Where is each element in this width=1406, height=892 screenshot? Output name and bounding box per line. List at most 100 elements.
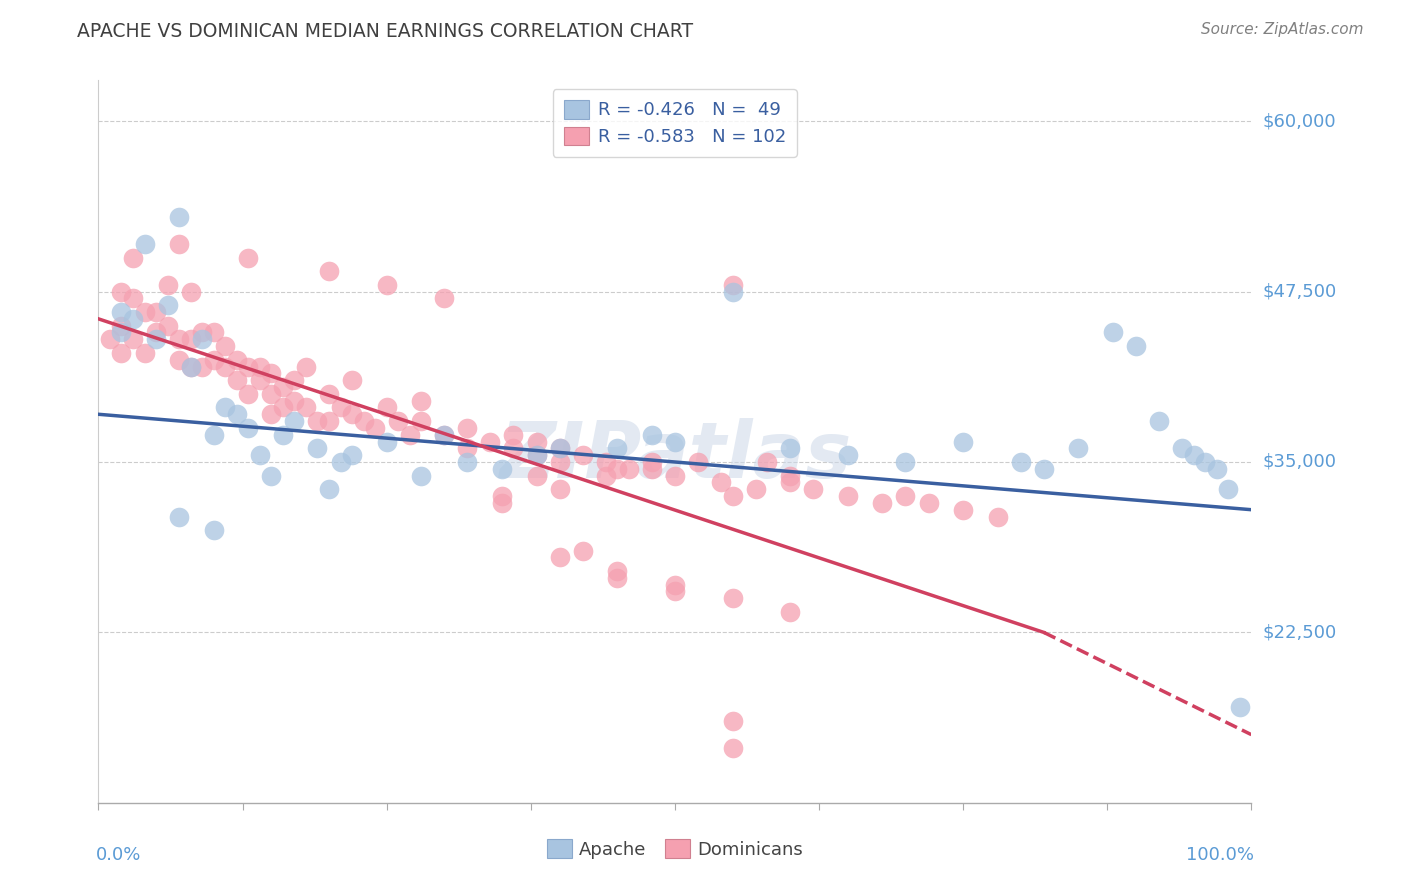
Point xyxy=(548,442,571,456)
Point xyxy=(548,442,571,456)
Point xyxy=(952,434,974,449)
Point xyxy=(156,277,179,292)
Point xyxy=(987,509,1010,524)
Point xyxy=(491,462,513,476)
Point xyxy=(202,523,225,537)
Point xyxy=(214,339,236,353)
Point xyxy=(606,442,628,456)
Point xyxy=(502,427,524,442)
Point xyxy=(214,359,236,374)
Point xyxy=(571,448,593,462)
Legend: Apache, Dominicans: Apache, Dominicans xyxy=(547,839,803,859)
Text: $35,000: $35,000 xyxy=(1263,453,1337,471)
Point xyxy=(641,427,664,442)
Point xyxy=(283,414,305,428)
Point xyxy=(617,462,640,476)
Point xyxy=(340,407,363,421)
Point xyxy=(571,543,593,558)
Point xyxy=(353,414,375,428)
Point xyxy=(491,489,513,503)
Point xyxy=(98,332,121,346)
Point xyxy=(548,550,571,565)
Point xyxy=(202,326,225,340)
Point xyxy=(145,332,167,346)
Point xyxy=(595,468,617,483)
Point xyxy=(214,401,236,415)
Point xyxy=(318,264,340,278)
Point xyxy=(837,448,859,462)
Point xyxy=(721,285,744,299)
Text: 100.0%: 100.0% xyxy=(1185,847,1254,864)
Point xyxy=(686,455,709,469)
Point xyxy=(318,414,340,428)
Point xyxy=(641,455,664,469)
Point xyxy=(167,509,190,524)
Point xyxy=(122,311,145,326)
Point xyxy=(167,236,190,251)
Point xyxy=(145,326,167,340)
Point xyxy=(307,442,329,456)
Point xyxy=(721,591,744,606)
Point xyxy=(156,298,179,312)
Point xyxy=(145,305,167,319)
Point xyxy=(167,332,190,346)
Point xyxy=(526,448,548,462)
Point xyxy=(283,393,305,408)
Point xyxy=(606,462,628,476)
Point xyxy=(249,359,271,374)
Point xyxy=(307,414,329,428)
Point xyxy=(606,571,628,585)
Point xyxy=(202,352,225,367)
Point xyxy=(364,421,387,435)
Point xyxy=(710,475,733,490)
Point xyxy=(340,373,363,387)
Point xyxy=(952,502,974,516)
Point xyxy=(548,482,571,496)
Text: 0.0%: 0.0% xyxy=(96,847,142,864)
Point xyxy=(110,318,132,333)
Point xyxy=(1218,482,1240,496)
Point xyxy=(375,434,398,449)
Point xyxy=(398,427,420,442)
Point xyxy=(664,577,686,591)
Point xyxy=(479,434,502,449)
Point xyxy=(1032,462,1054,476)
Point xyxy=(295,401,318,415)
Point xyxy=(1171,442,1194,456)
Point xyxy=(110,346,132,360)
Point xyxy=(329,455,352,469)
Point xyxy=(894,489,917,503)
Point xyxy=(872,496,894,510)
Text: $60,000: $60,000 xyxy=(1263,112,1336,130)
Point xyxy=(1205,462,1227,476)
Point xyxy=(1147,414,1170,428)
Point xyxy=(1010,455,1032,469)
Point xyxy=(249,373,271,387)
Point xyxy=(433,292,456,306)
Point xyxy=(502,442,524,456)
Point xyxy=(433,427,456,442)
Point xyxy=(238,251,260,265)
Text: $22,500: $22,500 xyxy=(1263,624,1337,641)
Point xyxy=(744,482,766,496)
Text: Source: ZipAtlas.com: Source: ZipAtlas.com xyxy=(1201,22,1364,37)
Point xyxy=(456,421,478,435)
Point xyxy=(387,414,409,428)
Point xyxy=(526,448,548,462)
Point xyxy=(721,714,744,728)
Point xyxy=(894,455,917,469)
Point xyxy=(225,407,247,421)
Point xyxy=(271,380,294,394)
Point xyxy=(295,359,318,374)
Point xyxy=(1102,326,1125,340)
Point xyxy=(1182,448,1205,462)
Text: APACHE VS DOMINICAN MEDIAN EARNINGS CORRELATION CHART: APACHE VS DOMINICAN MEDIAN EARNINGS CORR… xyxy=(77,22,693,41)
Text: $47,500: $47,500 xyxy=(1263,283,1337,301)
Point xyxy=(260,468,283,483)
Point xyxy=(411,414,433,428)
Point xyxy=(641,462,664,476)
Point xyxy=(134,236,156,251)
Point xyxy=(110,305,132,319)
Point xyxy=(779,605,801,619)
Point xyxy=(271,401,294,415)
